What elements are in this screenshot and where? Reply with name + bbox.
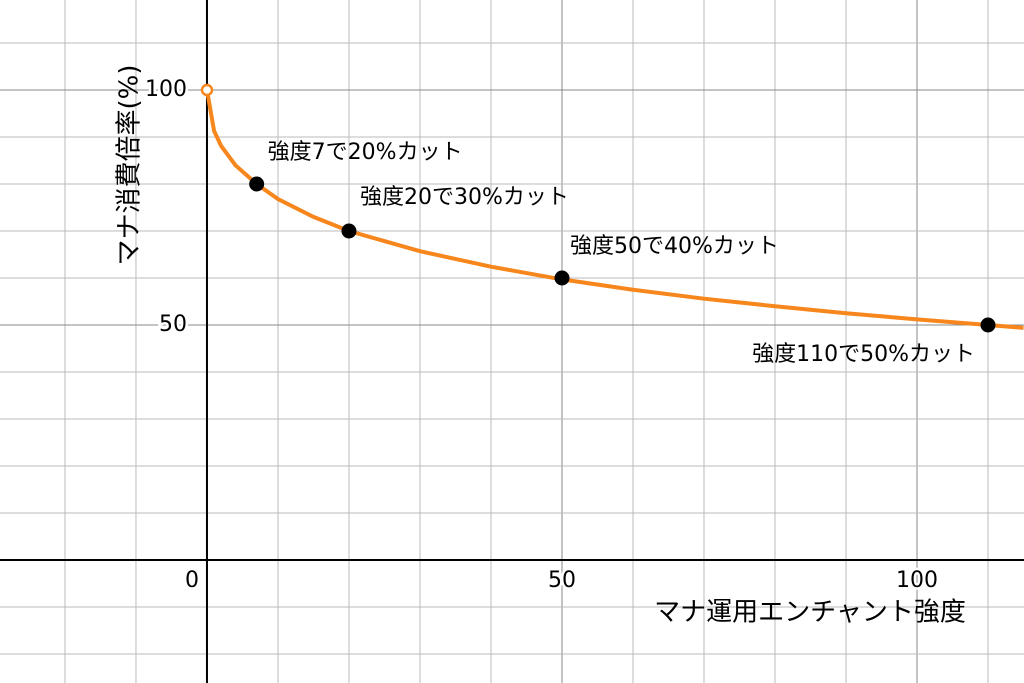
marks: 強度7で20%カット強度20で30%カット強度50で40%カット強度110で50… — [200, 83, 1024, 367]
point-label: 強度50で40%カット — [570, 234, 779, 259]
y-tick-label: 50 — [159, 312, 187, 337]
y-tick-label: 100 — [145, 77, 187, 102]
x-tick-label: 0 — [185, 568, 199, 593]
x-tick-label: 50 — [548, 568, 576, 593]
curve — [205, 89, 1024, 330]
point-label: 強度110で50%カット — [752, 342, 975, 367]
point-label: 強度20で30%カット — [360, 185, 569, 210]
curve-start — [200, 83, 214, 97]
point — [980, 317, 996, 333]
point — [554, 270, 570, 286]
x-tick-label: 100 — [896, 568, 938, 593]
y-axis-label: マナ消費倍率(%) — [115, 65, 145, 266]
point — [341, 223, 357, 239]
x-axis-label: マナ運用エンチャント強度 — [654, 598, 966, 628]
point-label: 強度7で20%カット — [268, 140, 463, 165]
point — [249, 176, 265, 192]
